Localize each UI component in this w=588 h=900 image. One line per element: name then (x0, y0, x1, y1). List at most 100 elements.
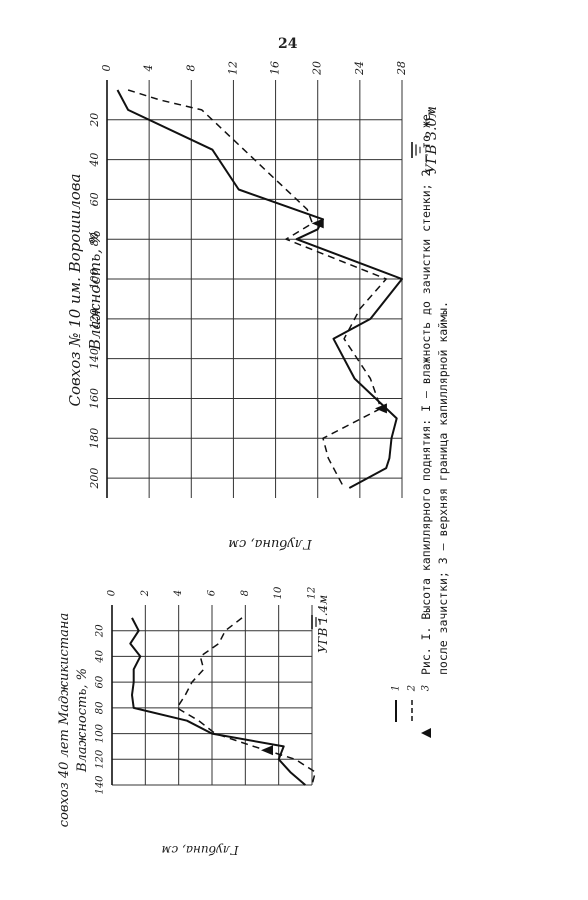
tick-group: 6 (207, 589, 218, 596)
y-tick-label: 12 (307, 587, 318, 600)
chart-title: совхоз 40 лет Маджикистана (57, 613, 72, 827)
water-table-label: УГВ 1.4м (316, 595, 330, 653)
tick-group: 40 (88, 153, 101, 168)
tick-group: 80 (95, 701, 106, 714)
tick-group: 4 (173, 590, 184, 597)
chart-left: 0 2 4 6 8 10 12 20 40 60 80 100 120 140 совхоз 40 лет… (57, 586, 330, 857)
x-tick-label: 80 (88, 232, 101, 246)
x-tick-label: 60 (95, 675, 106, 688)
x-tick-label: 140 (95, 775, 106, 795)
tick-group: 120 (88, 308, 101, 329)
tick-group: 40 (95, 649, 106, 663)
y-tick-label: 12 (226, 61, 239, 75)
tick-group: 140 (88, 348, 101, 369)
tick-group: 20 (88, 113, 101, 128)
series (129, 617, 317, 786)
y-tick-label: 24 (353, 61, 366, 76)
tick-group: 60 (95, 675, 106, 688)
tick-group: 0 (100, 65, 113, 72)
tick-group: 28 (395, 61, 408, 76)
grid (106, 80, 403, 498)
legend-label: 3 (421, 685, 432, 691)
legend-label-group: 3 (421, 685, 432, 691)
y-tick-label: 10 (273, 586, 284, 599)
y-axis-label: Влажность, % (75, 668, 90, 773)
tick-group: 8 (184, 65, 197, 72)
tick-group: 24 (353, 61, 366, 76)
y-tick-label: 8 (240, 590, 251, 596)
tick-group: 100 (95, 723, 106, 743)
y-tick-label: 4 (173, 590, 184, 597)
y-tick-label: 0 (107, 589, 118, 596)
y-tick-label: 8 (184, 65, 197, 72)
series-line-2 (127, 89, 387, 489)
page-number: 24 (278, 36, 298, 52)
tick-group: 16 (269, 61, 282, 75)
series (116, 89, 403, 489)
legend-label-group: 1 (391, 685, 402, 691)
y-tick-label: 20 (311, 61, 324, 76)
y-tick-label: 6 (207, 589, 218, 596)
water-table-marker (411, 142, 421, 158)
x-tick-label: 100 (88, 269, 101, 290)
capillary-fringe-marker (261, 745, 273, 756)
tick-group: 4 (142, 65, 155, 73)
x-tick-label: 20 (95, 624, 106, 638)
capillary-fringe-marker (311, 218, 324, 229)
tick-group: 2 (140, 590, 151, 597)
y-tick-label: 4 (142, 65, 155, 73)
legend-swatch-marker (421, 728, 431, 738)
tick-group: 8 (240, 590, 251, 596)
x-tick-label: 80 (95, 701, 106, 714)
x-tick-label: 100 (95, 723, 106, 743)
x-tick-label: 20 (88, 113, 101, 128)
x-axis-label: Глубина, см (228, 536, 312, 551)
water-table-marker (311, 615, 321, 629)
caption-line: Рис. I. Высота капиллярного поднятия: I … (419, 107, 433, 675)
x-tick-label: 40 (95, 649, 106, 663)
legend-label-group: 2 (407, 685, 418, 692)
tick-group: 60 (88, 192, 101, 206)
tick-group: 20 (95, 624, 106, 638)
tick-group: 10 (273, 586, 284, 599)
figure-caption: Рис. I. Высота капиллярного поднятия: I … (418, 107, 498, 675)
y-tick-label: 28 (395, 61, 408, 76)
y-axis-label: Влажность, % (86, 230, 104, 351)
y-tick-label: 16 (269, 61, 282, 75)
y-tick-label: 0 (100, 65, 113, 72)
chart-right: 0 4 8 12 16 20 24 2820406080100120140160180200 … (66, 61, 440, 551)
tick-group: 140 (95, 775, 106, 795)
tick-group: 100 (88, 269, 101, 290)
x-tick-label: 180 (88, 428, 101, 449)
x-tick-label: 160 (88, 388, 101, 409)
y-tick-label: 2 (140, 590, 151, 597)
x-tick-label: 60 (88, 192, 101, 206)
capillary-fringe-marker (374, 403, 387, 414)
x-axis-label: Глубина, см (161, 843, 239, 857)
x-tick-label: 140 (88, 348, 101, 369)
x-tick-label: 120 (88, 308, 101, 329)
caption-line: после зачистки; 3 – верхняя граница капи… (436, 301, 450, 675)
tick-group: 12 (307, 587, 318, 600)
tick-group: 120 (95, 749, 106, 769)
series-line-2 (176, 617, 317, 786)
x-tick-label: 120 (95, 749, 106, 769)
tick-group: 0 (107, 589, 118, 596)
tick-group: 12 (226, 61, 239, 75)
tick-group: 20 (311, 61, 324, 76)
series-line-1 (116, 89, 403, 489)
x-tick-label: 40 (88, 153, 101, 168)
tick-labels: 0 2 4 6 8 10 12 20 40 60 80 100 120 140 (95, 586, 318, 795)
tick-group: 200 (88, 468, 101, 490)
water-table-label: УГВ 3.0м (424, 106, 440, 174)
tick-group: 80 (88, 232, 101, 246)
tick-labels: 0 4 8 12 16 20 24 28 20 40 60 80 100 120 140 160 180 200 (88, 61, 408, 490)
chart-title: Совхоз № 10 им. Ворошилова (66, 174, 84, 407)
series-line-1 (129, 617, 306, 786)
grid (111, 605, 313, 786)
x-tick-label: 200 (88, 468, 101, 490)
legend-label: 2 (407, 685, 418, 692)
tick-group: 160 (88, 388, 101, 409)
tick-group: 180 (88, 428, 101, 449)
